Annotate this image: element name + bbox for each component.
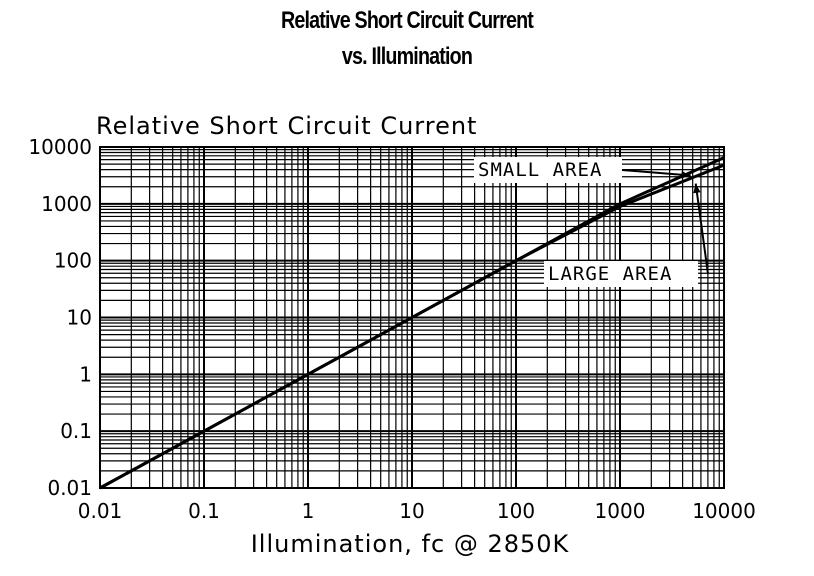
annotation-large-area-arrowhead — [693, 183, 701, 194]
y-tick-label: 0.1 — [60, 419, 92, 443]
annotation-large-area-leader — [694, 183, 709, 275]
y-tick-label: 1000 — [41, 192, 92, 216]
x-tick-label: 100 — [497, 499, 535, 523]
x-tick-label: 1 — [302, 499, 315, 523]
x-tick-label: 10000 — [692, 499, 756, 523]
y-tick-label: 100 — [54, 249, 92, 273]
series-line-large-area — [99, 163, 725, 490]
chart-title: Relative Short Circuit Current — [280, 7, 534, 34]
y-axis-label: Relative Short Circuit Current — [96, 112, 477, 140]
x-tick-label: 10 — [399, 499, 424, 523]
tick-labels: 0.01 0.1 1 10 100 1000 10000 10000 1000 100 10 1 0.1… — [28, 135, 755, 523]
x-tick-label: 0.01 — [78, 499, 123, 523]
annotation-small-area: SMALL AREA — [478, 159, 602, 181]
annotation-small-area-leader — [621, 169, 691, 177]
chart-subtitle: vs. Illumination — [341, 43, 473, 70]
y-tick-label: 0.01 — [47, 476, 92, 500]
annotation-large-area: LARGE AREA — [548, 263, 672, 285]
y-tick-label: 10000 — [28, 135, 92, 159]
annotation-small-area-arrowhead — [681, 171, 691, 179]
annotation-small-area-background — [474, 157, 622, 183]
annotation-large-area-background — [544, 261, 698, 287]
x-tick-label: 1000 — [595, 499, 646, 523]
y-tick-label: 1 — [79, 362, 92, 386]
x-axis-label: Illumination, fc @ 2850K — [251, 530, 570, 558]
plot-frame — [99, 146, 725, 489]
y-tick-label: 10 — [67, 306, 92, 330]
series-lines — [99, 156, 725, 490]
x-tick-label: 0.1 — [188, 499, 220, 523]
annotations: SMALL AREA LARGE AREA — [474, 157, 709, 287]
